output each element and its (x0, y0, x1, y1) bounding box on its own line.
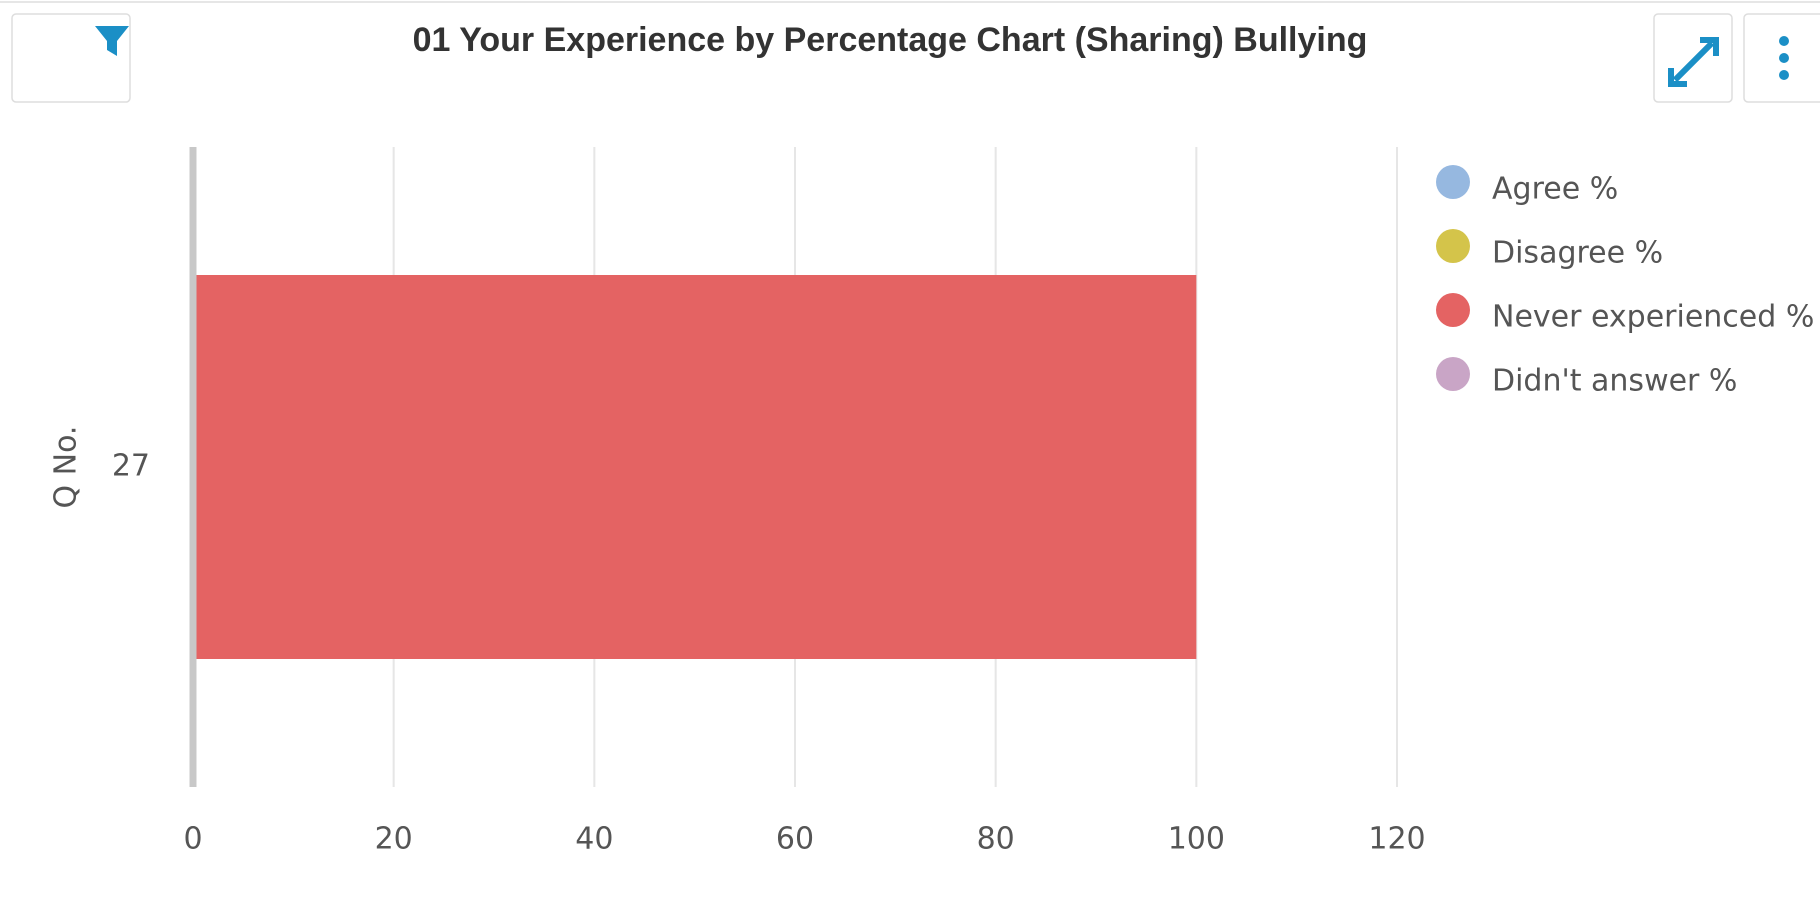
x-tick-label: 20 (375, 822, 413, 857)
x-tick-label: 120 (1368, 822, 1425, 857)
legend-swatch (1436, 293, 1470, 327)
expand-icon (1668, 37, 1719, 87)
menu-dot (1779, 70, 1789, 80)
chart-title: 01 Your Experience by Percentage Chart (… (413, 21, 1368, 59)
legend-label: Agree % (1492, 172, 1618, 207)
menu-dot (1779, 53, 1789, 63)
x-tick-label: 40 (575, 822, 613, 857)
filter-icon (95, 26, 129, 56)
bar-segment (193, 275, 1197, 659)
x-tick-label: 80 (977, 822, 1015, 857)
expand-button[interactable] (1653, 13, 1733, 103)
legend-label: Didn't answer % (1492, 364, 1737, 399)
menu-button[interactable] (1743, 13, 1820, 103)
legend-swatch (1436, 229, 1470, 263)
legend-label: Never experienced % (1492, 300, 1814, 335)
legend-label: Disagree % (1492, 236, 1663, 271)
x-tick-label: 0 (183, 822, 202, 857)
filter-button-box[interactable] (11, 13, 131, 103)
x-tick-label: 100 (1168, 822, 1225, 857)
menu-dot (1779, 36, 1789, 46)
legend-swatch (1436, 357, 1470, 391)
y-tick-label: 27 (112, 449, 150, 484)
legend-swatch (1436, 165, 1470, 199)
x-tick-label: 60 (776, 822, 814, 857)
y-axis-label: Q No. (49, 426, 84, 509)
filter-button[interactable] (11, 13, 131, 103)
